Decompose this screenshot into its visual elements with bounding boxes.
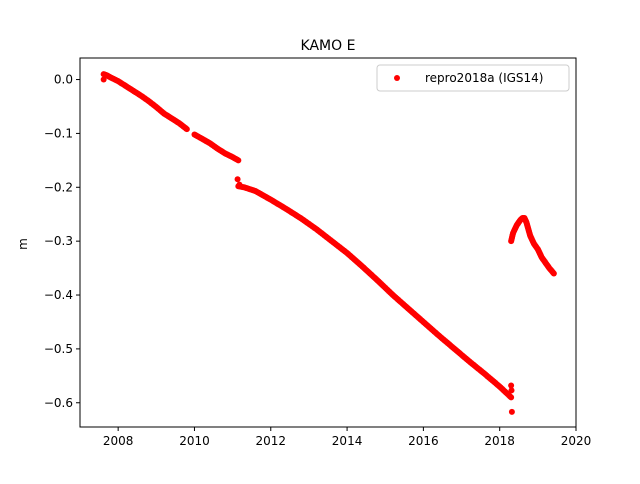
y-tick-label: −0.1 [44,126,73,140]
x-tick-label: 2012 [255,434,286,448]
x-tick-label: 2020 [561,434,592,448]
data-point-outlier [508,382,515,389]
data-point-outlier [508,387,515,394]
legend-label: repro2018a (IGS14) [425,71,543,85]
data-point [183,126,190,133]
chart-title: KAMO E [301,38,356,54]
y-axis-label: m [16,238,30,250]
x-tick-label: 2008 [103,434,134,448]
data-point [235,157,242,164]
y-tick-label: 0.0 [54,73,73,87]
y-tick-label: −0.2 [44,180,73,194]
x-tick-label: 2010 [179,434,210,448]
data-point-outlier [508,408,515,415]
x-tick-label: 2018 [484,434,515,448]
data-point-outlier [234,176,241,183]
y-tick-label: −0.4 [44,288,73,302]
data-point-outlier [100,76,107,83]
data-point [508,394,515,401]
x-tick-label: 2016 [408,434,439,448]
plot-area: 2008 2010 2012 2014 2016 2018 2020 0.0 −0.1 −0.2 −… [44,57,592,448]
y-tick-label: −0.5 [44,342,73,356]
x-tick-label: 2014 [332,434,363,448]
data-point-outlier [236,181,243,188]
y-tick-label: −0.3 [44,234,73,248]
legend-box [376,64,570,92]
data-point [550,270,557,277]
axes-frame [79,57,577,428]
y-tick-label: −0.6 [44,396,73,410]
legend-marker [394,75,400,81]
